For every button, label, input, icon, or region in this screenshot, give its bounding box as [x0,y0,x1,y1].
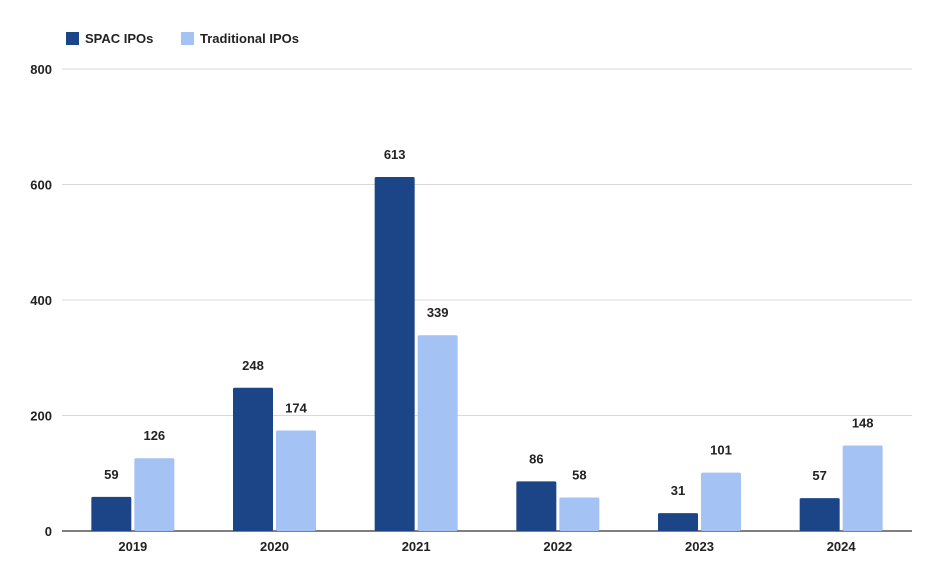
y-tick-label: 200 [30,409,52,424]
data-label: 174 [285,401,307,416]
data-label: 148 [852,416,874,431]
bars [91,176,883,531]
legend-label-spac-ipos: SPAC IPOs [85,31,153,46]
data-label: 58 [572,468,586,483]
data-label: 248 [242,358,264,373]
y-axis: 0 200 400 600 800 [30,62,52,539]
bar [134,458,175,531]
gridlines [62,68,912,532]
data-label: 86 [529,451,543,466]
x-tick-label: 2022 [543,539,572,554]
x-tick-label: 2024 [827,539,857,554]
legend-swatch-spac-ipos [66,32,79,45]
bar [417,335,458,531]
x-tick-label: 2021 [402,539,431,554]
bar [701,472,741,531]
y-tick-label: 600 [30,178,52,193]
data-label: 339 [427,305,449,320]
bar [374,176,415,531]
legend-label-traditional-ipos: Traditional IPOs [200,31,299,46]
data-label: 57 [812,468,826,483]
legend-swatch-traditional-ipos [181,32,194,45]
bar [658,513,698,531]
y-tick-label: 400 [30,293,52,308]
data-labels: 59 126 248 174 613 339 86 58 31 101 57 148 [104,147,873,498]
bar [91,496,132,531]
data-label: 101 [710,443,732,458]
x-axis: 2019 2020 2021 2022 2023 2024 [118,539,856,554]
data-label: 31 [671,483,685,498]
data-label: 59 [104,467,118,482]
bar [233,387,273,531]
y-tick-label: 0 [45,524,52,539]
y-tick-label: 800 [30,62,52,77]
data-label: 126 [143,428,165,443]
bar [516,481,557,531]
legend: SPAC IPOs Traditional IPOs [66,31,299,46]
bar [559,497,600,531]
bar [799,498,840,531]
data-label: 613 [384,147,406,162]
bar [276,430,316,531]
x-tick-label: 2023 [685,539,714,554]
x-tick-label: 2019 [118,539,147,554]
x-tick-label: 2020 [260,539,289,554]
bar [842,445,883,531]
